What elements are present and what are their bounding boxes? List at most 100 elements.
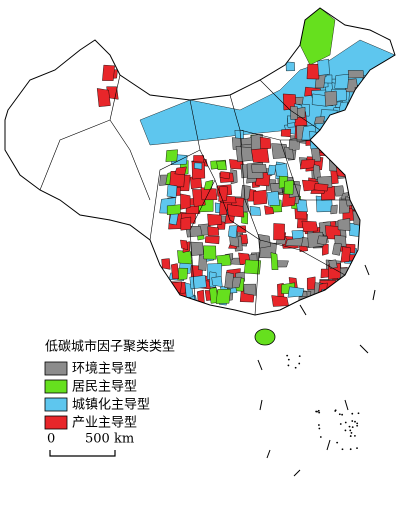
legend-title: 低碳城市因子聚类类型 [45,339,175,355]
city-patch [203,245,217,260]
city-patch [203,179,214,190]
islet [354,420,356,423]
city-patch [352,164,370,181]
city-patch [273,223,285,241]
city-patch [189,275,207,290]
city-patch [338,148,355,155]
city-patch [300,159,316,170]
islet [351,420,354,422]
islet [351,412,354,415]
legend-swatch [44,379,68,394]
city-patch [267,164,277,176]
scale-label: 500 km [85,432,134,447]
city-patch [316,235,328,246]
legend-label: 居民主导型 [72,380,137,395]
nine-dash-line [257,264,376,477]
islet [317,409,320,412]
city-patch [331,283,347,300]
city-patch [311,93,328,107]
city-patch [351,104,362,119]
city-patch [345,131,361,147]
scale-label: 0 [47,432,55,447]
city-patch [252,189,268,205]
city-patch [166,204,181,215]
islet [356,422,359,425]
islet [348,425,351,428]
city-patch [249,206,262,216]
islet [336,441,339,444]
city-patch [207,213,223,227]
islet [334,409,337,412]
city-patch [344,119,361,131]
legend-swatch [44,361,68,376]
city-patch [219,171,231,180]
islet [349,429,352,432]
city-patch [285,61,295,72]
city-patch [338,280,352,289]
city-patch [177,267,189,281]
city-patch [165,149,178,162]
city-patch [340,246,352,263]
city-patch [274,163,289,177]
islet [287,364,290,367]
city-patch [309,130,321,150]
scale-bar [49,450,116,457]
country-outline [4,7,396,316]
city-patch [96,88,111,107]
islet [318,427,321,430]
city-patch [339,115,353,133]
city-patch [314,116,326,124]
islet [287,358,290,361]
city-patch [313,183,329,192]
city-patch [352,273,369,286]
south-sea-islands [286,354,360,451]
city-patch [215,289,231,304]
city-patch [368,100,379,113]
islet [344,421,347,424]
city-patch [180,216,192,231]
city-patch [166,290,178,307]
city-patch [243,283,257,296]
city-patch [334,74,350,89]
islet [349,435,352,437]
city-patch [329,147,343,164]
city-patch [361,132,371,147]
islet [286,354,289,357]
city-patch [180,193,191,210]
city-patch [317,58,330,76]
legend-swatch [44,397,68,412]
city-patch [307,276,316,290]
city-patch [330,123,341,132]
islet [341,448,344,451]
city-patch [337,218,351,231]
city-patch [328,129,342,145]
legend-label: 环境主导型 [72,362,137,377]
city-patch [280,128,291,138]
city-patch [353,117,364,132]
islet [344,429,347,432]
city-patch [243,259,262,275]
city-patch [216,160,227,170]
islet [357,412,360,415]
city-patch [283,180,294,195]
islet [354,434,356,437]
city-patch [348,139,360,157]
city-patch [180,239,188,251]
city-patch [240,184,251,201]
city-patch [224,271,234,289]
city-patch [287,286,305,298]
city-patch [174,166,187,176]
city-patch [251,164,267,173]
city-patch [259,136,272,150]
city-patch [266,191,280,206]
city-patch [321,288,335,297]
city-patch [339,151,355,162]
islet [350,432,353,434]
city-patch [335,161,349,178]
city-patch [338,136,351,149]
city-patch [227,204,245,218]
city-patch [360,98,376,115]
islet [356,424,359,427]
city-patch [204,236,220,245]
